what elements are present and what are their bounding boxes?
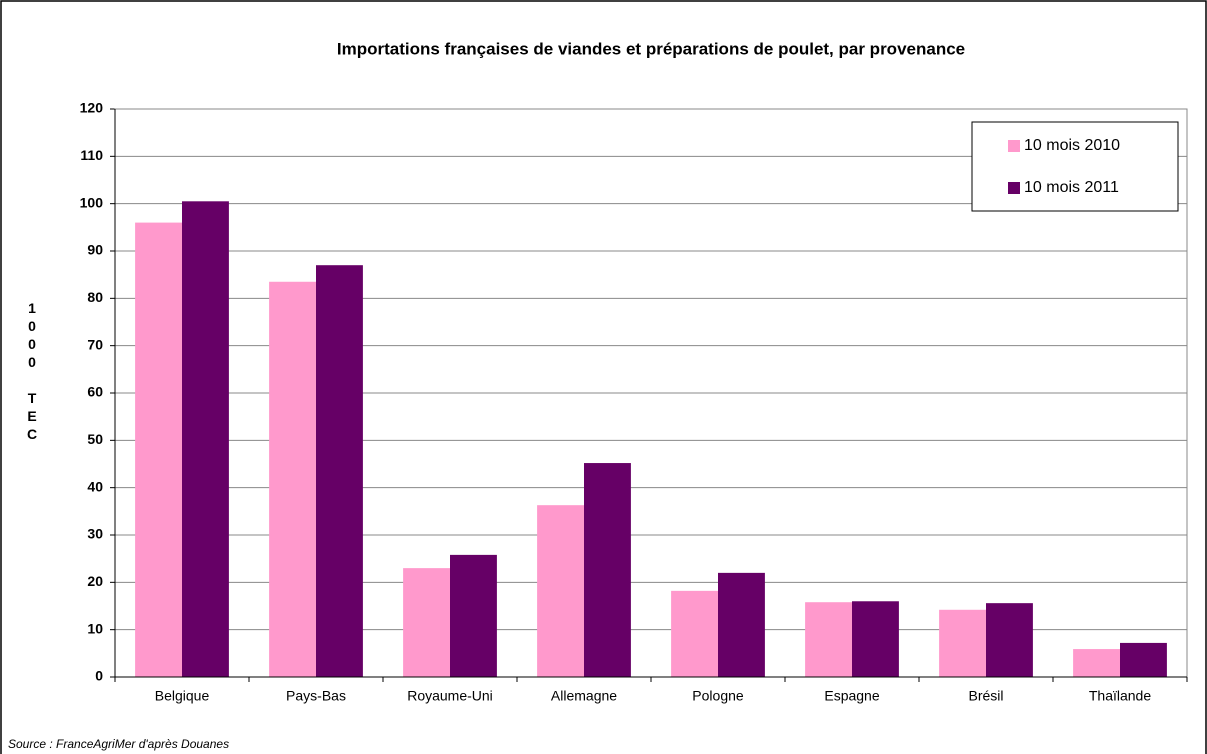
y-tick-label: 20 xyxy=(87,573,103,589)
bar xyxy=(805,602,852,677)
y-tick-label: 110 xyxy=(80,147,103,163)
y-tick-label: 0 xyxy=(95,668,103,684)
legend-swatch xyxy=(1008,140,1020,152)
bar xyxy=(316,265,363,677)
bar xyxy=(852,601,899,677)
y-tick-label: 70 xyxy=(87,336,103,352)
legend-label: 10 mois 2010 xyxy=(1024,137,1120,154)
legend-swatch xyxy=(1008,182,1020,194)
bar xyxy=(537,505,584,677)
bar xyxy=(986,603,1033,677)
bar xyxy=(584,463,631,677)
legend-label: 10 mois 2011 xyxy=(1024,179,1119,196)
y-axis-label: 1000 TEC xyxy=(24,300,40,444)
y-tick-label: 40 xyxy=(87,478,103,494)
y-tick-label: 80 xyxy=(87,289,103,305)
x-tick-label: Brésil xyxy=(968,688,1003,704)
x-tick-label: Pologne xyxy=(692,688,744,704)
source-note: Source : FranceAgriMer d'après Douanes xyxy=(8,737,229,751)
bar xyxy=(939,609,986,677)
y-tick-label: 10 xyxy=(87,620,103,636)
chart-title: Importations françaises de viandes et pr… xyxy=(337,39,965,58)
x-tick-label: Belgique xyxy=(155,688,210,704)
legend-box xyxy=(971,121,1179,212)
y-tick-label: 90 xyxy=(87,242,103,258)
bar xyxy=(1073,649,1120,677)
y-tick-label: 60 xyxy=(87,384,103,400)
y-tick-label: 100 xyxy=(80,194,104,210)
bar xyxy=(269,281,316,677)
x-tick-label: Pays-Bas xyxy=(286,688,346,704)
x-tick-label: Espagne xyxy=(824,688,879,704)
bar xyxy=(671,590,718,677)
bar xyxy=(1120,642,1167,677)
bar xyxy=(403,568,450,677)
y-tick-label: 120 xyxy=(80,100,104,116)
bar xyxy=(718,572,765,677)
x-tick-label: Royaume-Uni xyxy=(407,688,493,704)
bar xyxy=(450,554,497,677)
x-tick-label: Thaïlande xyxy=(1089,688,1151,704)
bar xyxy=(182,201,229,678)
bar xyxy=(135,222,182,677)
x-tick-label: Allemagne xyxy=(551,688,617,704)
y-tick-label: 50 xyxy=(87,431,103,447)
y-tick-label: 30 xyxy=(87,526,103,542)
